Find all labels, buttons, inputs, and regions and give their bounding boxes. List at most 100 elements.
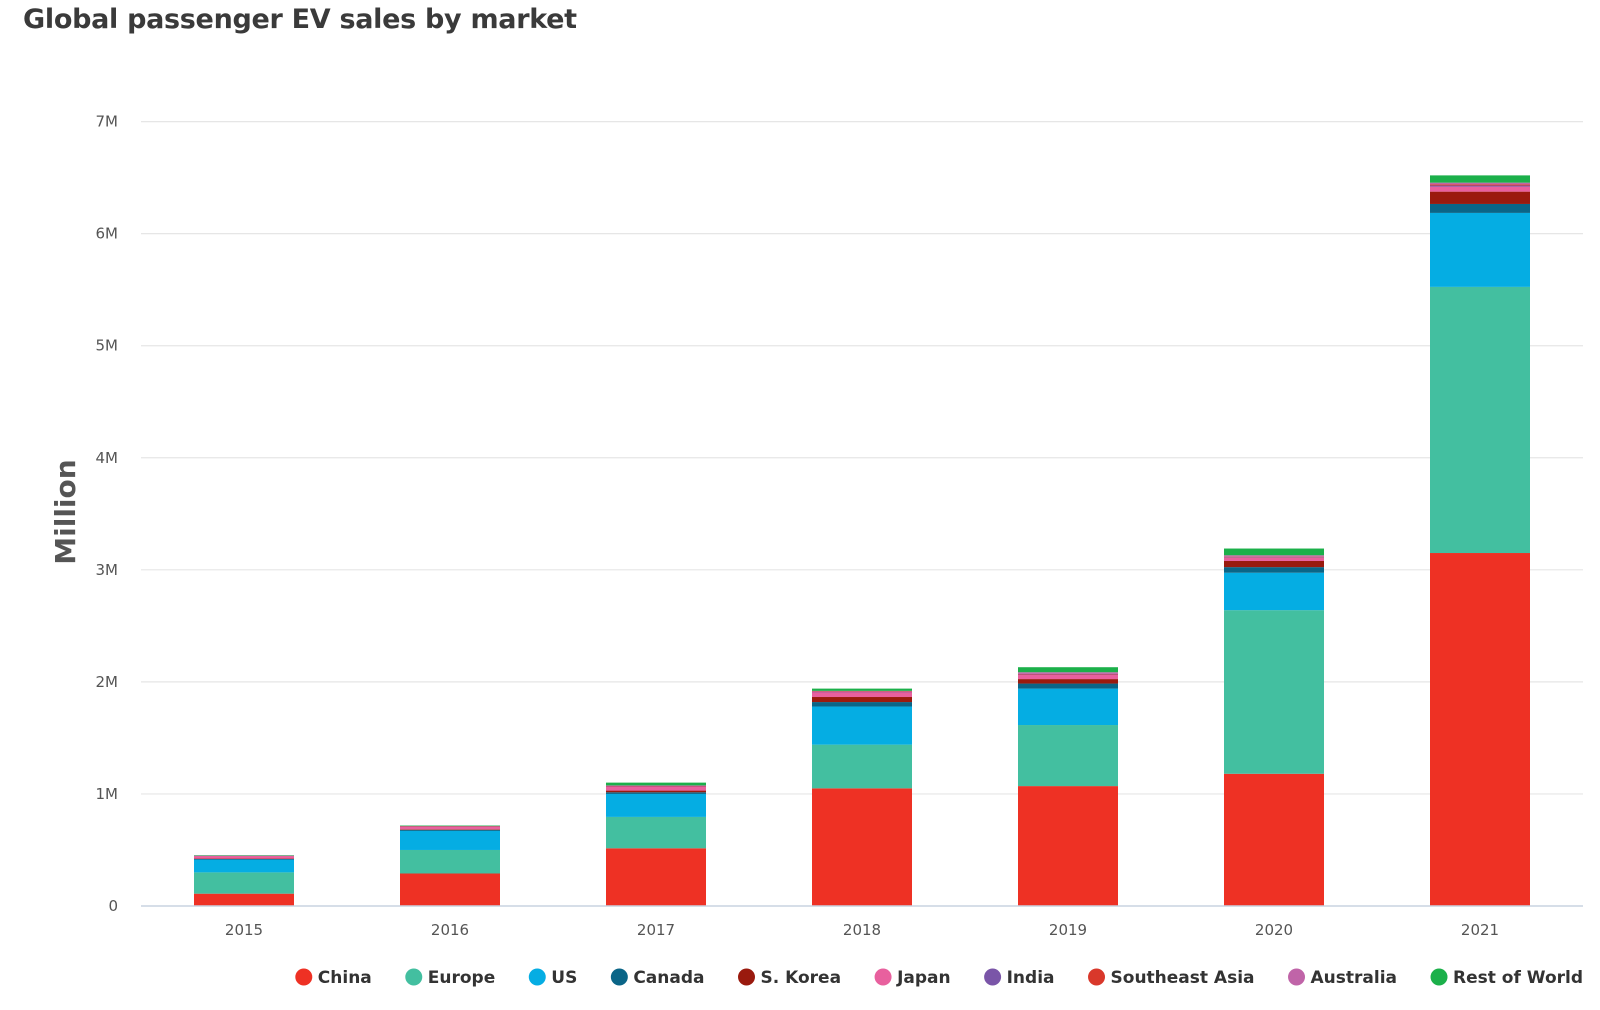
bar-india-2019[interactable] — [1018, 674, 1118, 675]
bar-us-2018[interactable] — [812, 706, 912, 745]
bar-rest-of-world-2015[interactable] — [194, 855, 294, 856]
bars — [194, 175, 1530, 906]
legend-marker-icon — [610, 968, 628, 986]
y-tick-label: 2M — [96, 673, 119, 691]
bar-rest-of-world-2021[interactable] — [1430, 175, 1530, 183]
bar-canada-2019[interactable] — [1018, 683, 1118, 689]
legend-marker-icon — [528, 968, 546, 986]
legend-marker-icon — [1088, 968, 1106, 986]
bar-rest-of-world-2018[interactable] — [812, 688, 912, 691]
legend-item-southeast-asia[interactable]: Southeast Asia — [1088, 968, 1255, 988]
gridlines — [141, 120, 1583, 795]
bar-australia-2021[interactable] — [1430, 182, 1530, 185]
bar-china-2020[interactable] — [1224, 773, 1324, 906]
legend-label: Canada — [633, 968, 704, 988]
bar-s-korea-2021[interactable] — [1430, 191, 1530, 204]
bar-europe-2020[interactable] — [1224, 610, 1324, 774]
legend-item-europe[interactable]: Europe — [405, 968, 495, 988]
bar-us-2021[interactable] — [1430, 212, 1530, 287]
bar-japan-2021[interactable] — [1430, 186, 1530, 192]
bar-s-korea-2019[interactable] — [1018, 679, 1118, 684]
legend-marker-icon — [405, 968, 423, 986]
bar-s-korea-2018[interactable] — [812, 697, 912, 703]
bar-canada-2017[interactable] — [606, 792, 706, 794]
bar-china-2021[interactable] — [1430, 553, 1530, 906]
bar-rest-of-world-2020[interactable] — [1224, 548, 1324, 556]
bar-s-korea-2016[interactable] — [400, 829, 500, 830]
bar-japan-2019[interactable] — [1018, 674, 1118, 680]
legend-marker-icon — [874, 968, 892, 986]
bar-australia-2016[interactable] — [400, 826, 500, 827]
legend-marker-icon — [738, 968, 755, 986]
bar-southeast-asia-2018[interactable] — [812, 691, 912, 692]
bar-china-2015[interactable] — [194, 893, 294, 906]
legend-label: US — [551, 968, 577, 988]
x-axis-ticks: 2015 2016 2017 2018 2019 2020 2021 — [225, 921, 1499, 939]
bar-europe-2021[interactable] — [1430, 286, 1530, 554]
x-tick-label: 2018 — [843, 921, 881, 939]
legend-marker-icon — [984, 968, 1002, 986]
bar-us-2017[interactable] — [606, 793, 706, 817]
bar-australia-2019[interactable] — [1018, 672, 1118, 674]
bar-china-2019[interactable] — [1018, 786, 1118, 906]
bar-canada-2016[interactable] — [400, 829, 500, 831]
bar-southeast-asia-2017[interactable] — [606, 785, 706, 787]
legend-item-rest-of-world[interactable]: Rest of World — [1430, 968, 1583, 988]
bar-us-2019[interactable] — [1018, 688, 1118, 726]
bar-china-2016[interactable] — [400, 873, 500, 906]
y-tick-label: 4M — [96, 449, 119, 467]
bar-japan-2015[interactable] — [194, 855, 294, 859]
bar-europe-2019[interactable] — [1018, 725, 1118, 787]
bar-southeast-asia-2020[interactable] — [1224, 556, 1324, 558]
legend-item-japan[interactable]: Japan — [874, 968, 951, 988]
bar-us-2020[interactable] — [1224, 572, 1324, 611]
x-tick-label: 2020 — [1255, 921, 1293, 939]
x-tick-label: 2019 — [1049, 921, 1087, 939]
legend-item-s-korea[interactable]: S. Korea — [738, 968, 841, 988]
legend-item-canada[interactable]: Canada — [610, 968, 705, 988]
bar-europe-2017[interactable] — [606, 816, 706, 849]
bar-rest-of-world-2019[interactable] — [1018, 667, 1118, 673]
bar-s-korea-2020[interactable] — [1224, 560, 1324, 568]
legend-item-us[interactable]: US — [528, 968, 578, 988]
legend-marker-icon — [1430, 968, 1448, 986]
bar-japan-2016[interactable] — [400, 826, 500, 830]
bar-s-korea-2017[interactable] — [606, 790, 706, 793]
bar-japan-2018[interactable] — [812, 691, 912, 698]
bar-europe-2016[interactable] — [400, 849, 500, 874]
bar-canada-2021[interactable] — [1430, 203, 1530, 213]
y-tick-label: 6M — [96, 225, 119, 243]
bar-india-2018[interactable] — [812, 691, 912, 693]
bar-canada-2015[interactable] — [194, 858, 294, 860]
y-tick-label: 0 — [108, 897, 118, 915]
bar-india-2021[interactable] — [1430, 185, 1530, 187]
bar-southeast-asia-2019[interactable] — [1018, 673, 1118, 675]
bar-australia-2017[interactable] — [606, 785, 706, 786]
legend-marker-icon — [1288, 968, 1306, 986]
bar-japan-2017[interactable] — [606, 786, 706, 791]
bar-us-2015[interactable] — [194, 859, 294, 873]
bar-us-2016[interactable] — [400, 830, 500, 850]
y-tick-label: 1M — [96, 785, 119, 803]
legend-item-india[interactable]: India — [984, 968, 1055, 988]
legend-item-china[interactable]: China — [295, 968, 372, 988]
y-tick-label: 5M — [96, 337, 119, 355]
bar-australia-2020[interactable] — [1224, 555, 1324, 557]
bar-australia-2015[interactable] — [194, 855, 294, 857]
legend-item-australia[interactable]: Australia — [1288, 968, 1397, 988]
bar-s-korea-2015[interactable] — [194, 858, 294, 860]
bar-europe-2018[interactable] — [812, 744, 912, 789]
bar-rest-of-world-2017[interactable] — [606, 782, 706, 786]
bar-japan-2020[interactable] — [1224, 557, 1324, 561]
bar-canada-2018[interactable] — [812, 702, 912, 707]
bar-canada-2020[interactable] — [1224, 567, 1324, 573]
bar-china-2018[interactable] — [812, 788, 912, 906]
bar-australia-2018[interactable] — [812, 690, 912, 692]
bar-india-2020[interactable] — [1224, 557, 1324, 558]
bar-rest-of-world-2016[interactable] — [400, 825, 500, 827]
bar-europe-2015[interactable] — [194, 872, 294, 894]
bar-china-2017[interactable] — [606, 848, 706, 906]
x-tick-label: 2021 — [1461, 921, 1499, 939]
bar-southeast-asia-2021[interactable] — [1430, 184, 1530, 186]
legend-label: S. Korea — [761, 968, 842, 988]
